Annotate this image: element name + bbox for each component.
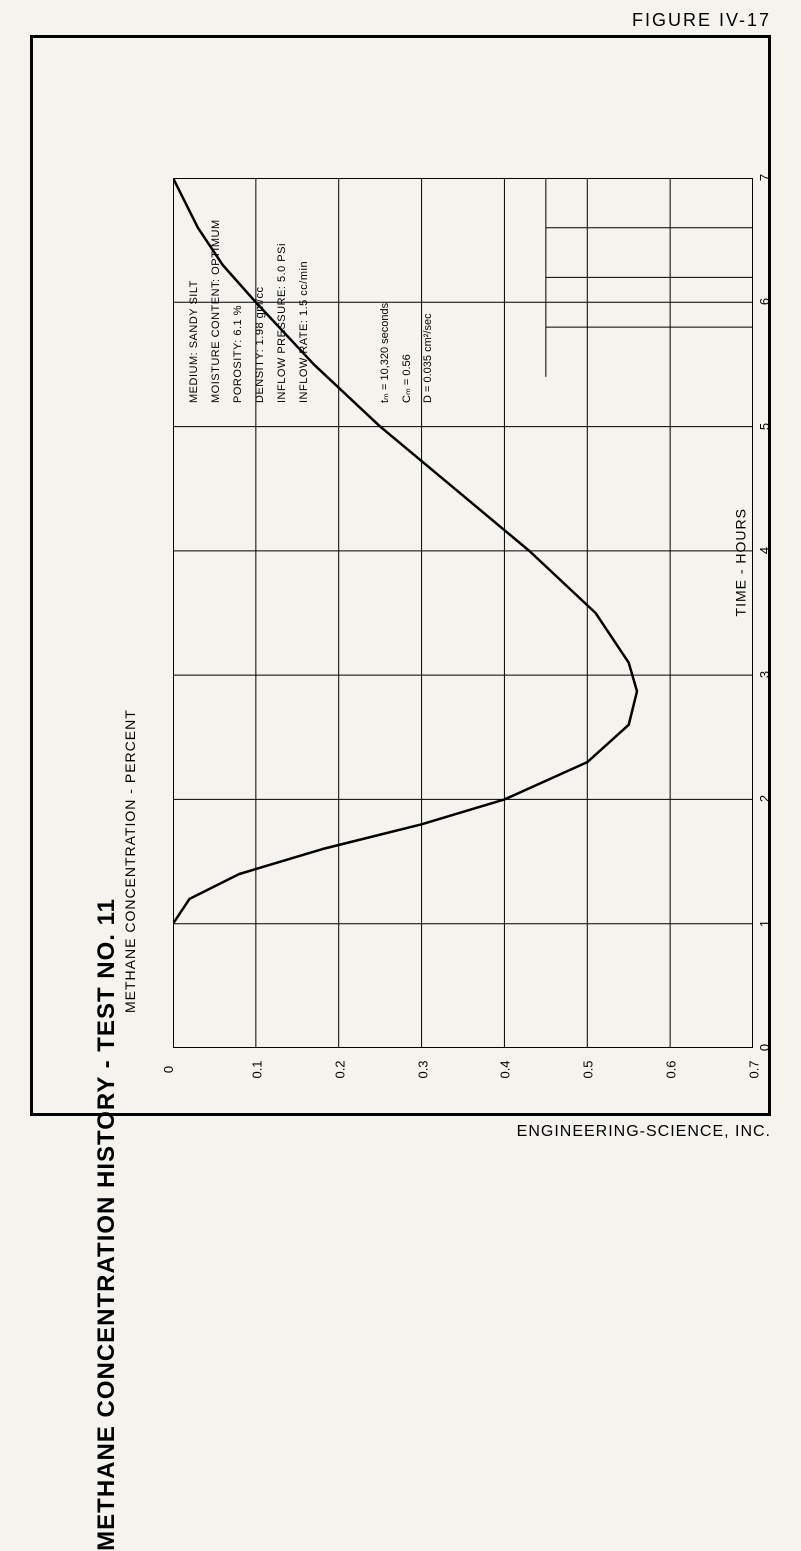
param-porosity: POROSITY: 6.1 % <box>232 305 244 403</box>
y-axis-label: METHANE CONCENTRATION - PERCENT <box>122 709 138 1013</box>
x-tick-label: 2 <box>757 795 772 802</box>
param-medium: MEDIUM: SANDY SILT <box>188 280 200 403</box>
x-tick-label: 1 <box>757 920 772 927</box>
value-d: D = 0.035 cm²/sec <box>422 313 434 403</box>
figure-label: FIGURE IV-17 <box>632 10 771 31</box>
y-tick-label: 0 <box>161 1066 176 1073</box>
param-moisture: MOISTURE CONTENT: OPTIMUM <box>210 219 222 403</box>
value-tm: tₘ = 10,320 seconds <box>378 303 391 403</box>
y-tick-label: 0.6 <box>664 1060 679 1078</box>
footer-label: ENGINEERING-SCIENCE, INC. <box>517 1123 771 1141</box>
value-cm: Cₘ = 0.56 <box>400 354 413 403</box>
x-tick-label: 3 <box>757 671 772 678</box>
x-tick-label: 5 <box>757 422 772 429</box>
x-tick-label: 7 <box>757 174 772 181</box>
chart-title: METHANE CONCENTRATION HISTORY - TEST NO.… <box>93 898 121 1551</box>
x-tick-label: 4 <box>757 547 772 554</box>
y-tick-label: 0.5 <box>581 1060 596 1078</box>
x-tick-label: 6 <box>757 298 772 305</box>
y-tick-label: 0.1 <box>249 1060 264 1078</box>
param-inflow-pressure: INFLOW PRESSURE: 5.0 PSi <box>276 243 288 403</box>
x-tick-label: 0 <box>757 1044 772 1051</box>
y-tick-label: 0.2 <box>332 1060 347 1078</box>
outer-frame: METHANE CONCENTRATION HISTORY - TEST NO.… <box>30 35 771 1116</box>
y-tick-label: 0.7 <box>747 1060 762 1078</box>
param-inflow-rate: INFLOW RATE: 1.5 cc/min <box>298 261 310 403</box>
y-tick-label: 0.3 <box>415 1060 430 1078</box>
param-density: DENSITY: 1.98 gm/cc <box>254 287 266 403</box>
y-tick-label: 0.4 <box>498 1060 513 1078</box>
